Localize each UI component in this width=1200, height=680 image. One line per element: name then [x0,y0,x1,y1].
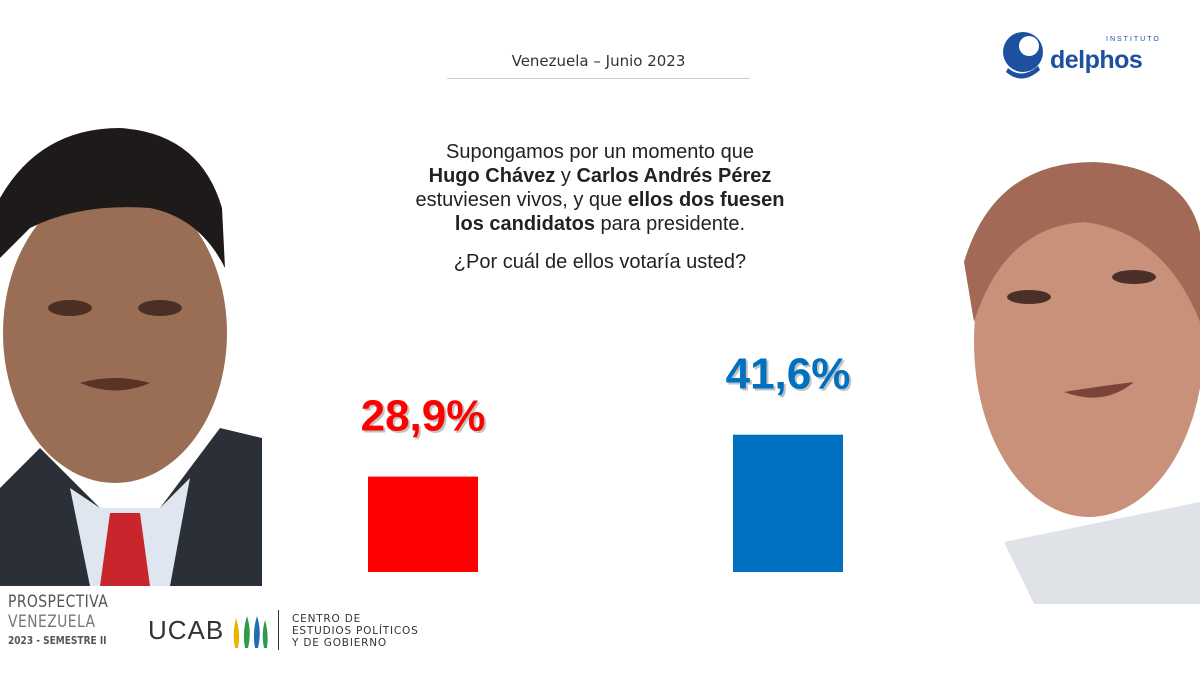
bar-value-label-1: 28,9% [361,392,486,441]
question-line-4-bold: los candidatos [454,213,595,235]
question-line-4-text: para presidente. [594,213,746,235]
question-line-1: Supongamos por un momento que [446,141,754,163]
survey-question: Supongamos por un momento que Hugo Cháve… [330,140,870,274]
prospectiva-text: PROSPECTIVA [8,592,109,612]
prospectiva-logo: PROSPECTIVA VENEZUELA 2023 - SEMESTRE II [8,592,118,647]
bar-1 [368,476,478,572]
ucab-leaves-icon [233,616,268,648]
bar-2 [733,434,843,572]
footer-divider [278,610,279,650]
bar-value-label-shadow-2: 41,6% [728,352,853,401]
centro-estudios-text: CENTRO DE ESTUDIOS POLÍTICOS Y DE GOBIER… [292,613,419,649]
question-line-2: Hugo Chávez y Carlos Andrés Pérez [330,164,870,188]
logo-instituto-text: INSTITUTO [1106,36,1161,43]
semestre-text: 2023 - SEMESTRE II [8,634,107,647]
question-connector: y [555,165,577,187]
slide-header: Venezuela – Junio 2023 [447,48,750,79]
delphos-logo-mark-icon [1003,32,1043,79]
centro-line-1: CENTRO DE [292,613,362,625]
question-line-3-text: estuviesen vivos, y que [415,189,628,211]
centro-line-3: Y DE GOBIERNO [292,637,387,649]
delphos-logo: INSTITUTO delphos [1000,30,1160,90]
slide-title: Venezuela – Junio 2023 [511,52,686,70]
candidate-right-photo [944,142,1200,604]
question-line-4: los candidatos para presidente. [330,212,870,236]
candidate-name-1: Hugo Chávez [428,165,556,187]
logo-name-text: delphos [1050,46,1143,74]
centro-line-2: ESTUDIOS POLÍTICOS [292,625,419,637]
question-line-3: estuviesen vivos, y que ellos dos fuesen [330,188,870,212]
candidate-name-2: Carlos Andrés Pérez [576,165,772,187]
venezuela-text: VENEZUELA [8,612,96,632]
bar-value-label-shadow-1: 28,9% [363,394,488,443]
vote-bar-chart: 28,9%28,9%41,6%41,6% [361,350,853,572]
bar-value-label-2: 41,6% [726,350,851,399]
question-line-3-bold: ellos dos fuesen [627,189,785,211]
question-prompt: ¿Por cuál de ellos votaría usted? [453,251,747,273]
candidate-left-photo [0,108,262,586]
ucab-logo-text: UCAB [148,615,225,645]
